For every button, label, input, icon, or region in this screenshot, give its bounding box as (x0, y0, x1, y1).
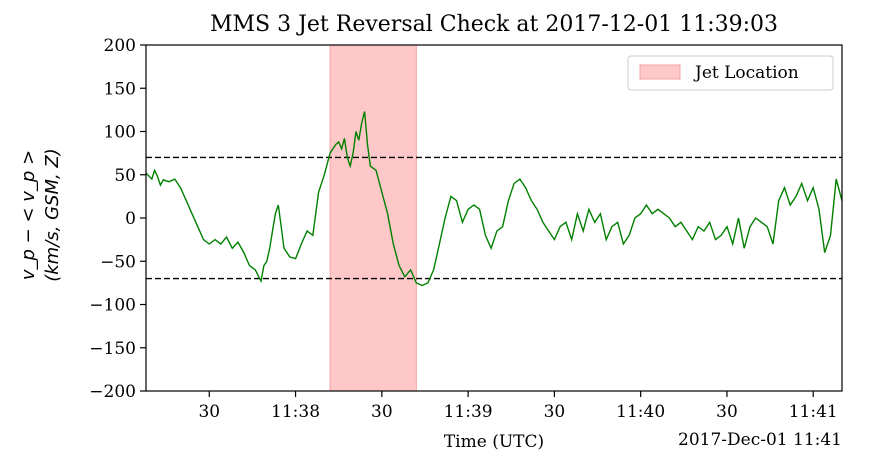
y-tick-label-6: −100 (89, 296, 136, 316)
y-tick-label-7: −150 (89, 339, 136, 359)
legend-label: Jet Location (693, 63, 799, 83)
y-tick-label-2: 100 (104, 123, 136, 143)
y-tick-label-1: 150 (104, 79, 136, 99)
y-tick-label-0: 200 (104, 36, 136, 56)
x-tick-label-6: 30 (716, 402, 738, 422)
chart-title: MMS 3 Jet Reversal Check at 2017-12-01 1… (210, 12, 778, 37)
velocity-series-line (145, 111, 843, 287)
x-axis-offset-label: 2017-Dec-01 11:41 (678, 430, 842, 450)
x-tick-label-4: 30 (544, 402, 566, 422)
y-axis-label-line2: (km/s, GSM, Z) (42, 148, 63, 282)
x-axis-label: Time (UTC) (444, 432, 544, 452)
plot-frame (145, 44, 843, 392)
x-tick-label-2: 30 (371, 402, 393, 422)
y-tick-label-3: 50 (114, 166, 136, 186)
y-axis-label-line1: v_p − < v_p > (18, 150, 39, 280)
x-axis-ticks: 30 11:38 30 11:39 30 11:40 30 11:41 (198, 391, 838, 422)
jet-location-span (329, 44, 417, 392)
x-tick-label-0: 30 (198, 402, 220, 422)
y-tick-label-5: −50 (100, 252, 136, 272)
x-tick-label-7: 11:41 (789, 402, 838, 422)
legend: Jet Location (627, 55, 834, 91)
y-tick-label-4: 0 (125, 209, 136, 229)
x-tick-label-3: 11:39 (444, 402, 493, 422)
threshold-lines (146, 156, 842, 280)
x-tick-label-5: 11:40 (616, 402, 665, 422)
y-tick-label-8: −200 (89, 382, 136, 402)
legend-swatch (639, 64, 681, 80)
y-axis-ticks: 200 150 100 50 0 −50 −100 −150 −200 (89, 36, 146, 402)
x-tick-label-1: 11:38 (271, 402, 320, 422)
